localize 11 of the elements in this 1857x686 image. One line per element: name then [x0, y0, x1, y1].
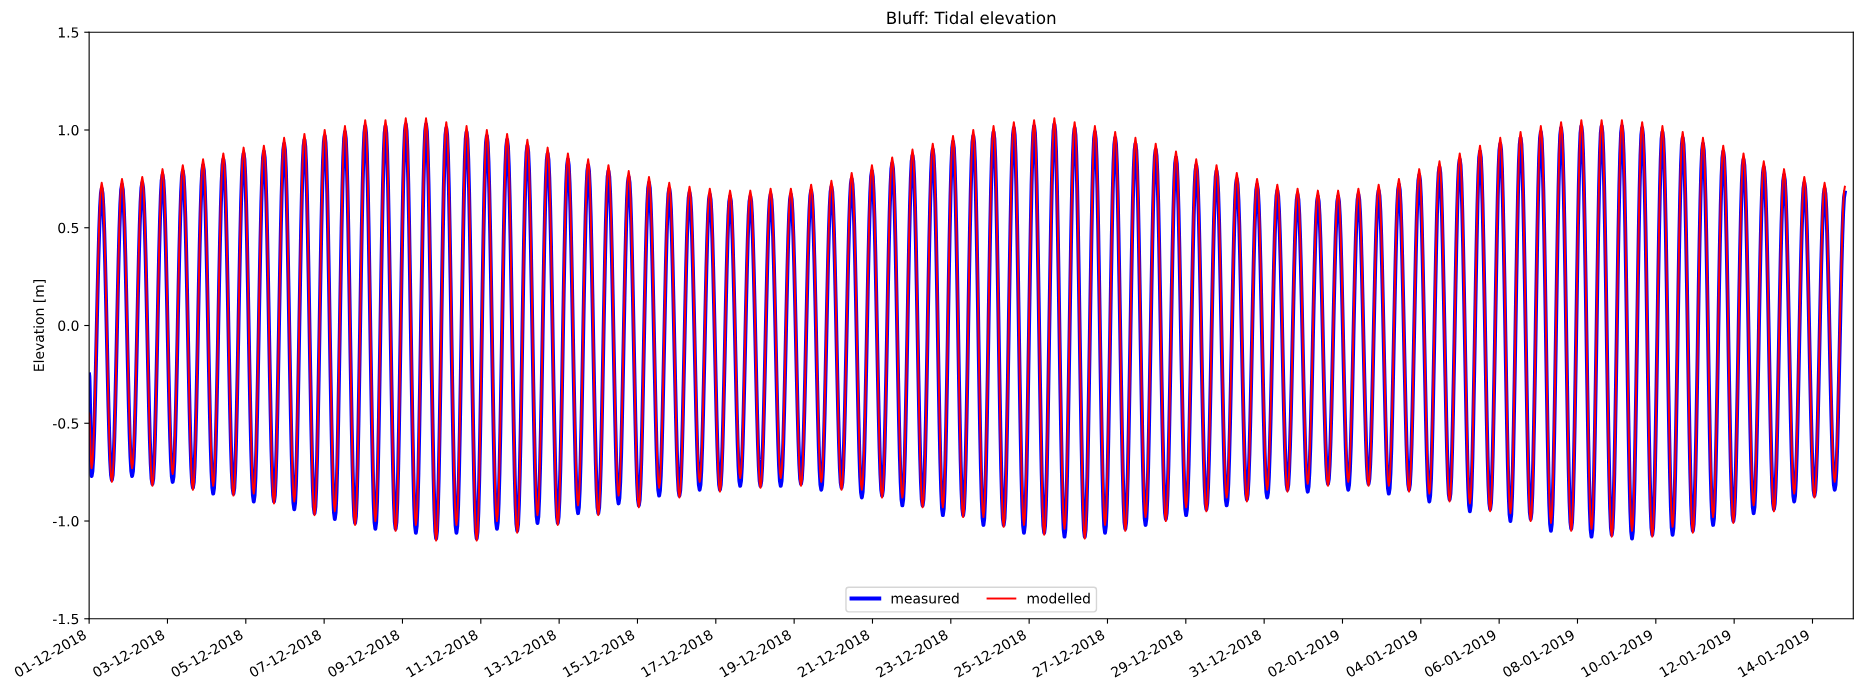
y-tick-label: 0.5 [58, 222, 79, 234]
legend-label: measured [891, 592, 959, 604]
legend-label: modelled [1027, 592, 1090, 604]
y-tick-label: 0.0 [58, 320, 79, 331]
y-tick-label: -1.5 [52, 613, 79, 625]
chart-title: Bluff: Tidal elevation [887, 11, 1056, 25]
y-tick-label: 1.0 [58, 124, 79, 136]
y-tick-label: -0.5 [52, 418, 79, 429]
y-axis-title: Elevation [m] [33, 280, 46, 371]
y-tick-label: -1.0 [52, 515, 79, 527]
y-tick-label: 1.5 [58, 27, 79, 38]
